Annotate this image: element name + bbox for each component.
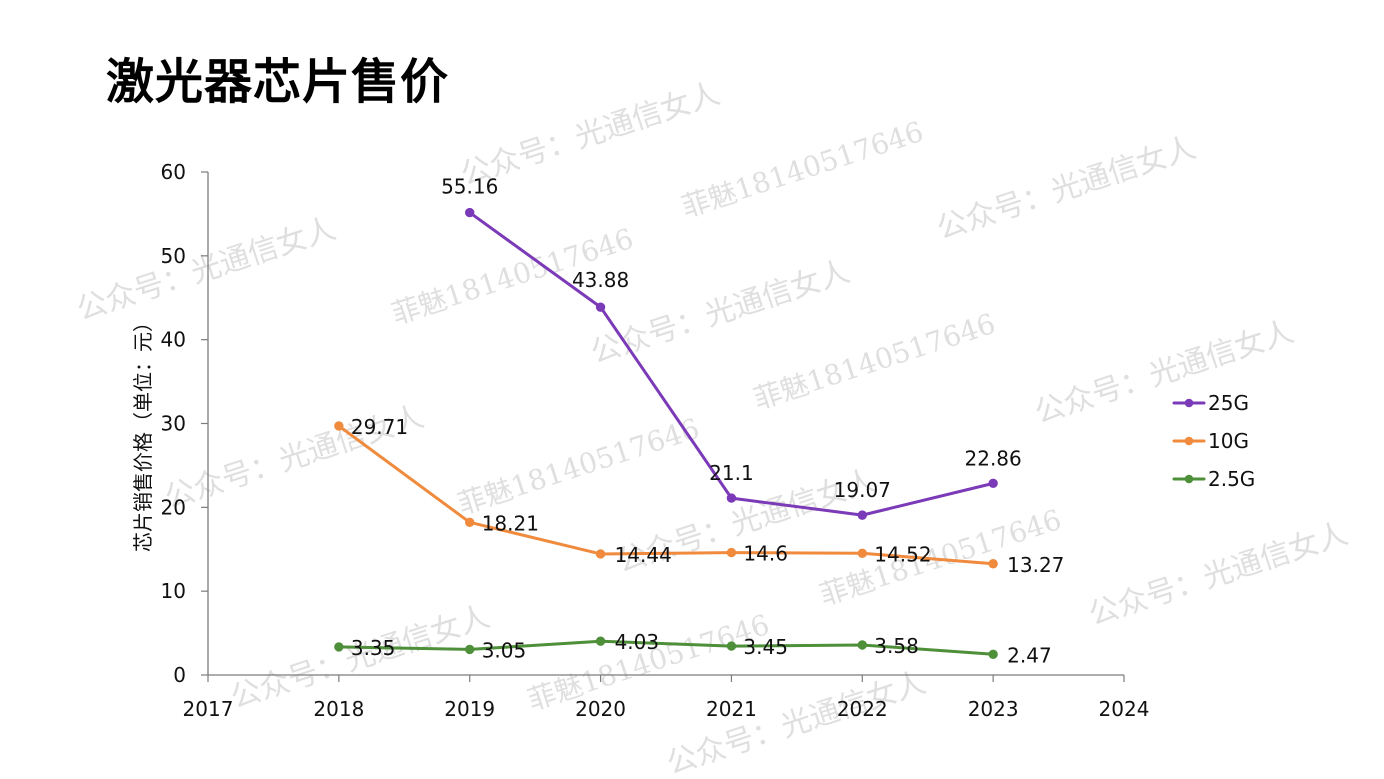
data-point-10G bbox=[988, 559, 998, 569]
legend-marker-10G bbox=[1184, 436, 1194, 446]
legend-label-25G: 25G bbox=[1208, 391, 1249, 415]
series-line-10G bbox=[337, 424, 995, 566]
data-point-25G bbox=[465, 207, 475, 218]
data-label-2.5G: 3.35 bbox=[351, 636, 396, 660]
x-tick-label: 2018 bbox=[313, 697, 364, 721]
legend-marker-25G bbox=[1184, 398, 1194, 408]
data-label-25G: 43.88 bbox=[572, 268, 629, 292]
data-point-2.5G bbox=[988, 649, 998, 659]
data-point-2.5G bbox=[595, 636, 606, 646]
legend-marker-2.5G bbox=[1184, 474, 1194, 484]
data-label-2.5G: 3.45 bbox=[743, 635, 788, 659]
data-label-25G: 19.07 bbox=[834, 478, 891, 502]
data-point-25G bbox=[857, 510, 867, 520]
page-title: 激光器芯片售价 bbox=[106, 54, 450, 110]
x-tick-label: 2019 bbox=[444, 697, 495, 721]
y-axis-title: 芯片销售价格（单位：元） bbox=[131, 312, 155, 552]
x-tick-label: 2023 bbox=[968, 697, 1019, 721]
data-point-2.5G bbox=[334, 642, 344, 652]
y-tick-label: 0 bbox=[173, 663, 186, 687]
data-label-10G: 14.52 bbox=[874, 542, 931, 566]
x-tick-label: 2021 bbox=[706, 697, 757, 721]
data-point-2.5G bbox=[857, 640, 867, 650]
data-label-10G: 14.44 bbox=[615, 543, 672, 567]
y-tick-label: 20 bbox=[161, 495, 186, 519]
data-label-10G: 18.21 bbox=[482, 511, 539, 535]
data-point-10G bbox=[857, 548, 867, 558]
data-label-25G: 22.86 bbox=[965, 446, 1022, 470]
data-point-10G bbox=[334, 421, 344, 431]
data-point-25G bbox=[988, 478, 998, 489]
data-point-10G bbox=[595, 549, 606, 559]
data-point-2.5G bbox=[726, 641, 737, 651]
data-label-2.5G: 2.47 bbox=[1007, 643, 1052, 667]
data-point-2.5G bbox=[465, 644, 475, 655]
legend-label-2.5G: 2.5G bbox=[1208, 467, 1255, 491]
legend-label-10G: 10G bbox=[1208, 429, 1249, 453]
y-tick-label: 30 bbox=[161, 412, 186, 436]
data-label-10G: 13.27 bbox=[1007, 553, 1064, 577]
data-label-2.5G: 3.05 bbox=[482, 638, 527, 662]
x-tick-label: 2024 bbox=[1099, 697, 1150, 721]
y-tick-label: 60 bbox=[161, 160, 186, 184]
x-tick-label: 2020 bbox=[575, 697, 626, 721]
data-point-25G bbox=[726, 493, 737, 503]
data-point-10G bbox=[726, 547, 737, 558]
x-tick-label: 2017 bbox=[183, 697, 234, 721]
data-label-2.5G: 3.58 bbox=[874, 634, 919, 658]
series-line-2.5G bbox=[337, 639, 995, 656]
x-tick-label: 2022 bbox=[837, 697, 888, 721]
y-tick-label: 50 bbox=[161, 244, 186, 268]
data-label-10G: 29.71 bbox=[351, 415, 408, 439]
y-tick-label: 40 bbox=[161, 328, 186, 352]
data-label-2.5G: 4.03 bbox=[615, 630, 660, 654]
y-tick-label: 10 bbox=[161, 579, 186, 603]
data-label-10G: 14.6 bbox=[743, 542, 788, 566]
data-point-25G bbox=[595, 302, 606, 312]
data-label-25G: 21.1 bbox=[709, 461, 754, 485]
data-label-25G: 55.16 bbox=[441, 175, 498, 199]
data-point-10G bbox=[465, 517, 475, 528]
